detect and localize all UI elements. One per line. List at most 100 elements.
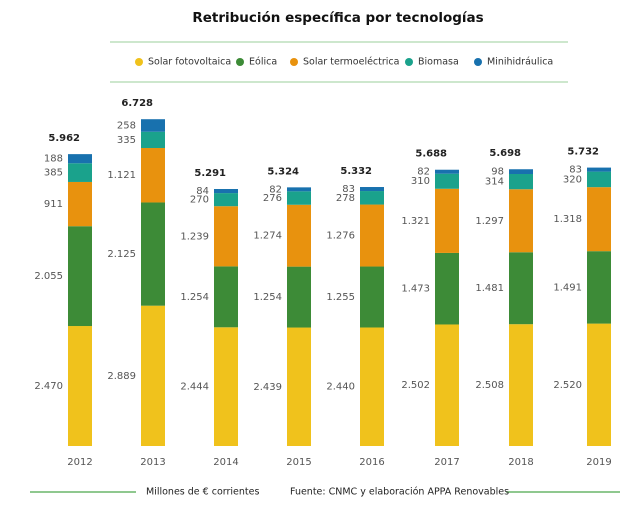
- value-label: 2.055: [34, 271, 63, 282]
- value-label: 1.491: [553, 282, 582, 293]
- bar-segment: [509, 174, 533, 190]
- bar-segment: [214, 266, 238, 328]
- x-tick-label: 2014: [213, 457, 238, 468]
- bar-segment: [287, 204, 311, 267]
- bar-segment: [68, 226, 92, 327]
- bar-segment: [360, 187, 384, 192]
- bar-segment: [509, 252, 533, 325]
- bar-segment: [435, 324, 459, 446]
- total-label: 5.962: [48, 133, 80, 144]
- chart-title: Retribución específica por tecnologías: [192, 10, 483, 26]
- legend-label: Minihidráulica: [487, 57, 553, 68]
- value-label: 258: [117, 120, 136, 131]
- value-label: 2.889: [107, 371, 136, 382]
- legend-label: Eólica: [249, 57, 277, 68]
- value-label: 2.440: [326, 382, 355, 393]
- value-label: 82: [269, 184, 282, 195]
- value-label: 1.321: [401, 216, 430, 227]
- value-label: 2.508: [475, 380, 504, 391]
- value-label: 84: [196, 186, 209, 197]
- total-label: 5.732: [567, 147, 599, 158]
- bar-segment: [141, 305, 165, 446]
- bar-segment: [287, 191, 311, 205]
- bar-segment: [509, 169, 533, 174]
- total-label: 5.698: [489, 148, 521, 159]
- value-label: 1.297: [475, 216, 504, 227]
- bar-segment: [435, 188, 459, 253]
- bar-segment: [214, 189, 238, 194]
- value-label: 82: [417, 167, 430, 178]
- legend-label: Biomasa: [418, 57, 459, 68]
- total-label: 5.291: [194, 168, 226, 179]
- value-label: 83: [569, 165, 582, 176]
- bar-segment: [141, 202, 165, 306]
- x-tick-label: 2016: [359, 457, 384, 468]
- bar-segment: [287, 266, 311, 328]
- x-tick-label: 2018: [508, 457, 533, 468]
- bar-segment: [587, 167, 611, 172]
- value-label: 2.470: [34, 381, 63, 392]
- value-label: 1.318: [553, 214, 582, 225]
- value-label: 1.239: [180, 231, 209, 242]
- bar-segment: [68, 181, 92, 227]
- bar-segment: [360, 191, 384, 205]
- bar-segment: [214, 193, 238, 207]
- value-label: 2.439: [253, 382, 282, 393]
- legend-label: Solar fotovoltaica: [148, 57, 231, 68]
- bar-segment: [360, 327, 384, 446]
- legend-swatch: [135, 58, 143, 66]
- value-label: 314: [485, 177, 504, 188]
- value-label: 310: [411, 176, 430, 187]
- value-label: 98: [491, 167, 504, 178]
- bar-segment: [587, 171, 611, 188]
- value-label: 276: [263, 193, 282, 204]
- total-label: 5.688: [415, 149, 447, 160]
- total-label: 5.332: [340, 166, 372, 177]
- bar-segment: [360, 266, 384, 328]
- value-label: 2.520: [553, 380, 582, 391]
- bar-segment: [141, 131, 165, 149]
- bar-segment: [214, 206, 238, 267]
- bar-segment: [435, 169, 459, 174]
- unit-note: Millones de € corrientes: [146, 487, 259, 498]
- x-tick-label: 2019: [586, 457, 611, 468]
- bar-segment: [141, 119, 165, 132]
- x-tick-label: 2015: [286, 457, 311, 468]
- value-label: 1.274: [253, 231, 282, 242]
- value-label: 2.502: [401, 380, 430, 391]
- legend-swatch: [236, 58, 244, 66]
- value-label: 83: [342, 184, 355, 195]
- x-tick-label: 2013: [140, 457, 165, 468]
- bar-segment: [587, 323, 611, 446]
- value-label: 1.254: [253, 292, 282, 303]
- value-label: 1.254: [180, 292, 209, 303]
- value-label: 278: [336, 193, 355, 204]
- bar-segment: [141, 148, 165, 203]
- value-label: 188: [44, 154, 63, 165]
- bar-segment: [68, 163, 92, 182]
- bar-segment: [509, 189, 533, 253]
- legend-swatch: [290, 58, 298, 66]
- x-tick-label: 2012: [67, 457, 92, 468]
- value-label: 2.444: [180, 382, 209, 393]
- value-label: 1.481: [475, 283, 504, 294]
- bar-segment: [435, 252, 459, 325]
- source: Fuente: CNMC y elaboración APPA Renovabl…: [290, 487, 509, 498]
- legend-swatch: [474, 58, 482, 66]
- value-label: 320: [563, 174, 582, 185]
- value-label: 2.125: [107, 249, 136, 260]
- bar-segment: [587, 187, 611, 252]
- bar-segment: [287, 327, 311, 446]
- value-label: 1.276: [326, 231, 355, 242]
- bar-segment: [287, 187, 311, 192]
- total-label: 5.324: [267, 166, 299, 177]
- bar-segment: [68, 154, 92, 164]
- x-tick-label: 2017: [434, 457, 459, 468]
- value-label: 270: [190, 195, 209, 206]
- value-label: 911: [44, 199, 63, 210]
- value-label: 385: [44, 168, 63, 179]
- bar-segment: [360, 204, 384, 267]
- value-label: 1.121: [107, 170, 136, 181]
- value-label: 335: [117, 135, 136, 146]
